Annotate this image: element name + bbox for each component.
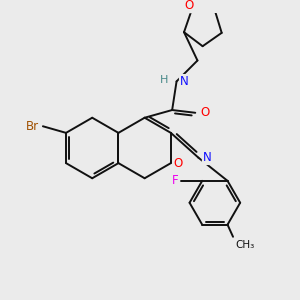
Text: O: O [200,106,209,119]
Text: N: N [203,151,212,164]
Text: N: N [180,75,189,88]
Text: H: H [159,75,168,85]
Text: O: O [184,0,194,12]
Text: O: O [173,157,183,169]
Text: F: F [171,174,178,187]
Text: CH₃: CH₃ [236,240,255,250]
Text: Br: Br [26,120,38,133]
